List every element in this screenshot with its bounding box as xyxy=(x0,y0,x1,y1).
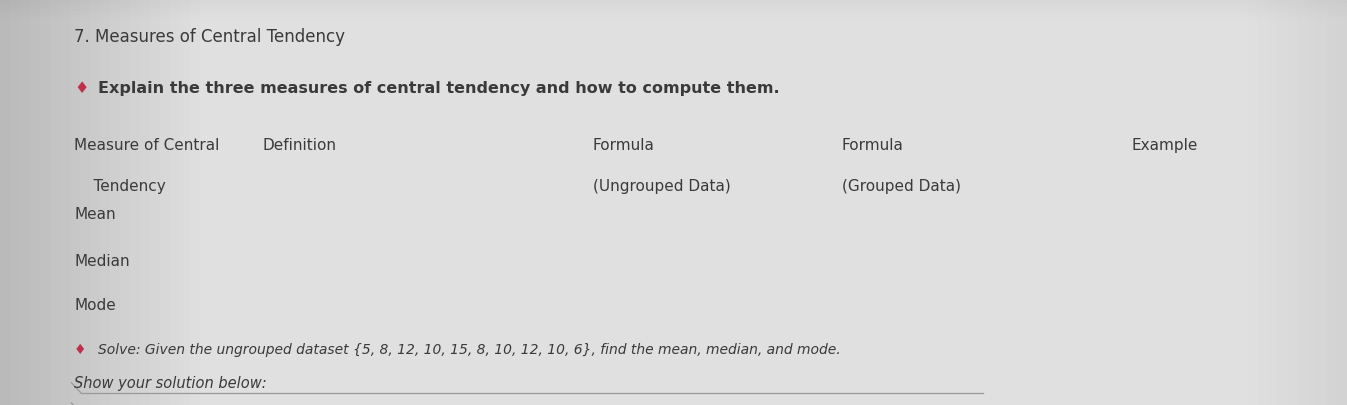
Text: Measure of Central: Measure of Central xyxy=(74,138,220,153)
Text: (Grouped Data): (Grouped Data) xyxy=(842,178,960,193)
Text: Definition: Definition xyxy=(263,138,337,153)
Text: Tendency: Tendency xyxy=(74,178,166,193)
Text: Mean: Mean xyxy=(74,207,116,222)
Text: 7. Measures of Central Tendency: 7. Measures of Central Tendency xyxy=(74,28,345,46)
Text: Example: Example xyxy=(1131,138,1197,153)
Text: Formula: Formula xyxy=(842,138,904,153)
Text: ♦: ♦ xyxy=(74,81,89,96)
Text: Mode: Mode xyxy=(74,298,116,313)
Text: Formula: Formula xyxy=(593,138,655,153)
Text: Explain the three measures of central tendency and how to compute them.: Explain the three measures of central te… xyxy=(98,81,780,96)
Text: (Ungrouped Data): (Ungrouped Data) xyxy=(593,178,730,193)
Text: Solve: Given the ungrouped dataset {5, 8, 12, 10, 15, 8, 10, 12, 10, 6}, find th: Solve: Given the ungrouped dataset {5, 8… xyxy=(98,342,841,356)
Text: Median: Median xyxy=(74,253,129,268)
Text: Show your solution below:: Show your solution below: xyxy=(74,375,267,390)
Text: ♦: ♦ xyxy=(74,342,86,356)
